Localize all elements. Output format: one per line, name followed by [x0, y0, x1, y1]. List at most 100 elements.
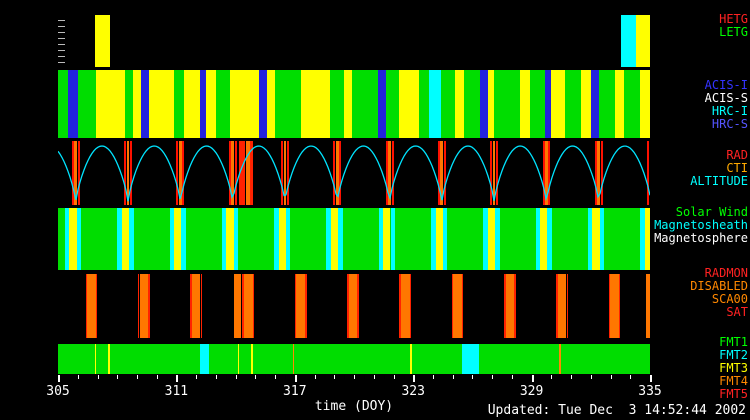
band-regions-segment	[69, 208, 77, 270]
y-axis-tick	[58, 32, 65, 33]
band-telemetry	[58, 344, 650, 374]
band-altitude-segment	[124, 141, 127, 205]
band-regions-segment	[540, 208, 548, 270]
x-axis-tick	[314, 375, 316, 379]
band-altitude-segment	[492, 141, 496, 205]
band-altitude-segment	[437, 141, 440, 205]
band-radmon-segment	[148, 274, 150, 338]
x-axis-tick	[156, 375, 158, 379]
band-radmon-segment	[244, 274, 253, 338]
x-axis-tick	[196, 375, 198, 379]
x-axis-tick	[255, 375, 257, 379]
band-radmon-segment	[646, 274, 650, 338]
band-regions-segment	[338, 208, 343, 270]
legend-fmt2: FMT2	[719, 348, 748, 362]
band-altitude-segment	[490, 141, 493, 205]
band-regions	[58, 208, 650, 270]
band-regions-segment	[535, 208, 540, 270]
band-instruments-segment	[545, 70, 552, 138]
x-axis-tick	[176, 375, 179, 382]
band-regions-segment	[587, 208, 593, 270]
band-altitude-segment	[179, 141, 182, 205]
band-radmon-segment	[401, 274, 410, 338]
band-instruments-segment	[229, 70, 260, 138]
band-instruments-segment	[488, 70, 495, 138]
band-altitude-segment	[71, 141, 74, 205]
legend-solar-wind: Solar Wind	[675, 205, 748, 219]
x-axis-tick	[452, 375, 454, 379]
band-altitude-segment	[228, 141, 231, 205]
band-instruments-segment	[590, 70, 599, 138]
legend-hrc-s: HRC-S	[711, 117, 748, 131]
band-instruments-segment	[184, 70, 201, 138]
legend-fmt4: FMT4	[719, 374, 748, 388]
band-instruments-segment	[259, 70, 268, 138]
band-radmon-segment	[242, 274, 245, 338]
band-radmon-segment	[200, 274, 203, 338]
band-radmon-segment	[556, 274, 558, 338]
band-grating	[58, 15, 650, 67]
y-axis-tick	[58, 38, 65, 39]
legend-cti: CTI	[726, 161, 748, 175]
band-altitude-segment	[335, 141, 339, 205]
x-axis-tick	[590, 375, 592, 379]
legend-acis-i: ACIS-I	[704, 78, 748, 92]
x-axis-tick-label: 311	[164, 384, 189, 399]
band-radmon-segment	[610, 274, 619, 338]
x-axis-tick	[373, 375, 375, 379]
band-instruments-segment	[399, 70, 420, 138]
band-radmon-segment	[95, 274, 98, 338]
band-instruments-segment	[519, 70, 530, 138]
altitude-curve	[58, 145, 650, 202]
legend-rad: RAD	[726, 148, 748, 162]
x-axis-tick	[294, 375, 297, 382]
band-regions-segment	[435, 208, 443, 270]
band-radmon-segment	[348, 274, 358, 338]
x-axis-tick	[650, 375, 652, 382]
band-radmon-segment	[453, 274, 462, 338]
band-radmon-segment	[347, 274, 349, 338]
band-radmon-segment	[608, 274, 611, 338]
band-instruments-segment	[344, 70, 352, 138]
legend-acis-s: ACIS-S	[704, 91, 748, 105]
band-altitude-segment	[283, 141, 287, 205]
band-altitude-segment	[126, 141, 130, 205]
band-regions-segment	[640, 208, 645, 270]
band-radmon-segment	[514, 274, 516, 338]
altitude-curve-line	[58, 145, 650, 202]
band-instruments-segment	[95, 70, 126, 138]
y-axis-tick	[58, 50, 65, 51]
band-telemetry-segment	[237, 344, 240, 374]
band-altitude-segment	[545, 141, 548, 205]
band-regions-segment	[174, 208, 182, 270]
band-telemetry-segment	[410, 344, 412, 374]
band-altitude-segment	[286, 141, 289, 205]
band-regions-segment	[644, 208, 650, 270]
band-altitude-segment	[245, 141, 250, 205]
band-radmon-segment	[294, 274, 297, 338]
band-radmon-segment	[504, 274, 506, 338]
band-grating-segment	[621, 15, 637, 67]
band-altitude-segment	[249, 141, 254, 205]
band-regions-segment	[431, 208, 436, 270]
band-instruments-segment	[377, 70, 386, 138]
updated-timestamp: Updated: Tue Dec 3 14:52:44 2002	[487, 403, 746, 418]
band-altitude-segment	[176, 141, 179, 205]
band-altitude-segment	[600, 141, 603, 205]
band-regions-segment	[378, 208, 384, 270]
band-radmon-segment	[461, 274, 464, 338]
band-radmon-segment	[190, 274, 192, 338]
band-radmon-segment	[233, 274, 242, 338]
band-altitude-segment	[130, 141, 132, 205]
legend-sca00: SCA00	[711, 292, 748, 306]
x-axis-tick	[511, 375, 513, 379]
band-altitude-segment	[542, 141, 545, 205]
x-axis-tick	[275, 375, 277, 379]
band-altitude-segment	[74, 141, 78, 205]
band-regions-segment	[278, 208, 286, 270]
x-axis-tick	[571, 375, 573, 379]
band-regions-segment	[383, 208, 391, 270]
x-axis-tick	[432, 375, 434, 379]
band-instruments-segment	[133, 70, 141, 138]
band-instruments-segment	[640, 70, 650, 138]
